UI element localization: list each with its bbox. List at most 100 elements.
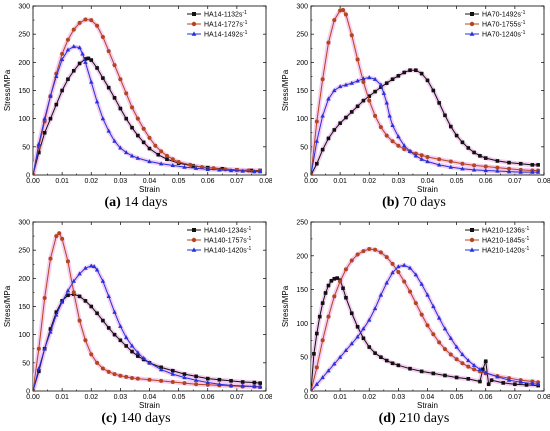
legend-label: HA210-1845s-1	[482, 236, 529, 245]
data-point	[95, 311, 99, 316]
data-point	[355, 104, 360, 109]
data-point	[199, 165, 204, 170]
y-tick-label: 0	[304, 389, 308, 396]
data-point	[379, 85, 383, 89]
data-point	[466, 364, 471, 369]
x-tick-label: 0.03	[114, 394, 128, 401]
x-tick-label: 0.02	[362, 394, 376, 401]
data-point	[414, 68, 418, 73]
data-point	[94, 99, 100, 104]
legend-label-superscript: -1	[525, 236, 530, 242]
x-tick-label: 0.02	[84, 394, 98, 401]
data-point	[314, 119, 319, 124]
data-point	[361, 336, 366, 341]
data-point	[407, 148, 413, 153]
data-point	[419, 156, 424, 161]
data-point	[413, 301, 418, 306]
data-point	[472, 150, 476, 155]
data-point	[344, 115, 348, 120]
data-point	[436, 162, 442, 167]
data-point	[60, 236, 65, 241]
data-point	[252, 169, 257, 174]
legend-label: HA140-1757s-1	[204, 236, 251, 245]
data-point	[191, 164, 195, 168]
x-tick-label: 0.07	[508, 178, 522, 185]
data-point	[402, 279, 407, 284]
data-point	[311, 388, 313, 391]
data-point	[205, 166, 210, 171]
data-point	[106, 85, 111, 90]
legend-marker	[191, 237, 197, 243]
data-point	[460, 361, 465, 366]
data-point	[437, 340, 442, 345]
legend-label-superscript: -1	[242, 10, 247, 16]
data-point	[437, 157, 442, 162]
data-point	[71, 290, 76, 295]
caption-text: 70 days	[399, 195, 446, 210]
data-point	[77, 318, 82, 323]
data-point	[332, 88, 337, 93]
data-point	[326, 96, 331, 101]
x-tick-label: 0.00	[26, 178, 40, 185]
data-point	[153, 143, 158, 148]
legend-label: HA210-1420s-1	[482, 246, 529, 255]
data-point	[332, 128, 337, 132]
data-point	[130, 125, 134, 130]
data-point	[77, 294, 82, 299]
data-point	[65, 288, 71, 293]
data-point	[396, 74, 401, 78]
data-point	[506, 169, 512, 174]
legend-label-superscript: -1	[247, 236, 252, 242]
data-point	[118, 145, 123, 150]
data-point	[472, 367, 477, 372]
data-point	[91, 264, 97, 269]
x-axis-title: Strain	[417, 401, 438, 410]
data-point	[106, 326, 111, 330]
x-tick-label: 0.06	[479, 178, 493, 185]
y-axis-title: Stress/MPa	[3, 285, 12, 327]
data-point	[367, 345, 372, 349]
data-point	[135, 350, 141, 355]
data-point	[130, 349, 134, 354]
data-point	[100, 34, 105, 39]
plot-area: 0.00 0.01 0.02 0.03 0.04 0.05 0.06 0.07 0.08 0 50 1…	[296, 4, 550, 186]
data-point	[83, 17, 88, 22]
chart-panel-c: 0.00 0.01 0.02 0.03 0.04 0.05 0.06 0.07 0.08 0 50 1…	[0, 216, 272, 427]
data-point	[171, 368, 175, 373]
legend-marker	[192, 228, 196, 232]
data-point	[402, 143, 407, 148]
data-point	[390, 270, 395, 275]
x-tick-label: 0.08	[259, 394, 272, 401]
data-point	[349, 33, 354, 38]
data-point	[217, 381, 222, 386]
x-tick-label: 0.06	[479, 394, 493, 401]
legend-label: HA70-1492s-1	[482, 10, 526, 19]
data-point	[361, 80, 366, 85]
data-point	[54, 74, 59, 79]
data-point	[141, 140, 146, 145]
data-point	[33, 388, 35, 391]
data-point	[536, 163, 540, 167]
data-point	[343, 267, 348, 272]
data-point	[129, 153, 135, 158]
x-tick-label: 0.04	[143, 178, 157, 185]
data-point	[518, 161, 523, 166]
chart-a: 0.00 0.01 0.02 0.03 0.04 0.05 0.06 0.07 0.08 0 50 1…	[3, 4, 272, 195]
data-point	[48, 327, 53, 331]
data-point	[408, 366, 412, 371]
data-point	[518, 379, 523, 384]
data-point	[507, 160, 511, 165]
x-tick-label: 0.06	[201, 394, 215, 401]
y-tick-label: 150	[296, 88, 308, 95]
data-point	[460, 166, 465, 171]
x-tick-label: 0.00	[304, 394, 318, 401]
data-point	[95, 66, 99, 70]
x-axis-title: Strain	[417, 185, 438, 194]
data-point	[367, 98, 372, 103]
data-point	[413, 153, 419, 158]
legend-label: HA14-1132s-1	[204, 10, 247, 19]
data-point	[89, 58, 94, 62]
legend-label-superscript: -1	[521, 30, 526, 36]
data-point	[100, 366, 105, 371]
data-point	[86, 56, 91, 61]
